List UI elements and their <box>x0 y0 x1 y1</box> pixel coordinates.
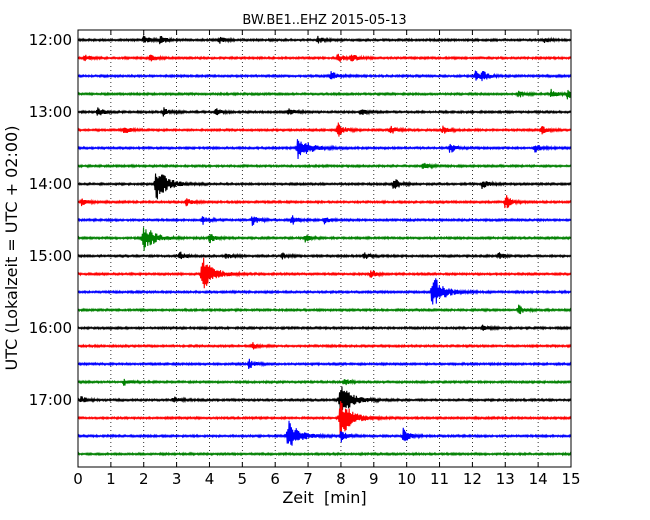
trace-1200 <box>77 35 572 45</box>
trace-1630 <box>77 358 572 370</box>
trace-1600 <box>77 324 572 332</box>
trace-1315 <box>77 122 572 137</box>
x-axis-label: Zeit [min] <box>282 488 366 507</box>
x-tick-label: 2 <box>139 470 149 488</box>
trace-1715 <box>77 401 572 437</box>
y-tick-label: 12:00 <box>29 31 72 49</box>
x-tick-label: 12 <box>463 470 482 488</box>
trace-1615 <box>77 342 572 350</box>
x-tick-label: 10 <box>397 470 416 488</box>
x-tick-label: 5 <box>238 470 248 488</box>
x-tick-label: 6 <box>270 470 280 488</box>
trace-1445 <box>77 227 572 251</box>
trace-1400 <box>77 173 572 200</box>
trace-1645 <box>77 378 572 386</box>
x-tick-label: 15 <box>561 470 580 488</box>
trace-1430 <box>77 215 572 226</box>
y-tick-label: 16:00 <box>29 319 72 337</box>
y-tick-label: 13:00 <box>29 103 72 121</box>
trace-1530 <box>77 278 572 305</box>
x-tick-label: 7 <box>303 470 313 488</box>
y-tick-label: 17:00 <box>29 391 72 409</box>
x-tick-label: 13 <box>496 470 515 488</box>
x-tick-label: 8 <box>336 470 346 488</box>
trace-1700 <box>77 386 572 413</box>
plot-frame <box>77 29 572 468</box>
y-axis-label: UTC (Lokalzeit = UTC + 02:00) <box>2 126 21 371</box>
y-tick-label: 14:00 <box>29 175 72 193</box>
trace-1515 <box>77 257 572 289</box>
trace-1330 <box>77 139 572 160</box>
y-tick-label: 15:00 <box>29 247 72 265</box>
trace-1245 <box>77 88 572 100</box>
x-tick-label: 4 <box>205 470 215 488</box>
x-tick-label: 14 <box>529 470 548 488</box>
x-tick-label: 9 <box>369 470 379 488</box>
trace-1500 <box>77 251 572 260</box>
x-axis: 0 1 2 3 4 5 6 7 8 9 10 11 12 13 14 15 <box>73 30 581 488</box>
trace-1300 <box>77 107 572 117</box>
x-tick-label: 0 <box>73 470 83 488</box>
x-tick-label: 11 <box>430 470 449 488</box>
trace-1230 <box>77 70 572 82</box>
trace-1345 <box>77 162 572 170</box>
chart-title: BW.BE1..EHZ 2015-05-13 <box>242 13 406 28</box>
y-axis: 12:00 13:00 14:00 15:00 16:00 17:00 <box>29 31 571 409</box>
trace-group <box>77 35 572 457</box>
trace-1215 <box>77 53 572 62</box>
trace-1730 <box>77 420 572 446</box>
trace-1545 <box>77 304 572 315</box>
trace-1415 <box>77 195 572 209</box>
x-tick-label: 1 <box>106 470 116 488</box>
trace-1745 <box>77 451 572 457</box>
x-tick-label: 3 <box>172 470 182 488</box>
